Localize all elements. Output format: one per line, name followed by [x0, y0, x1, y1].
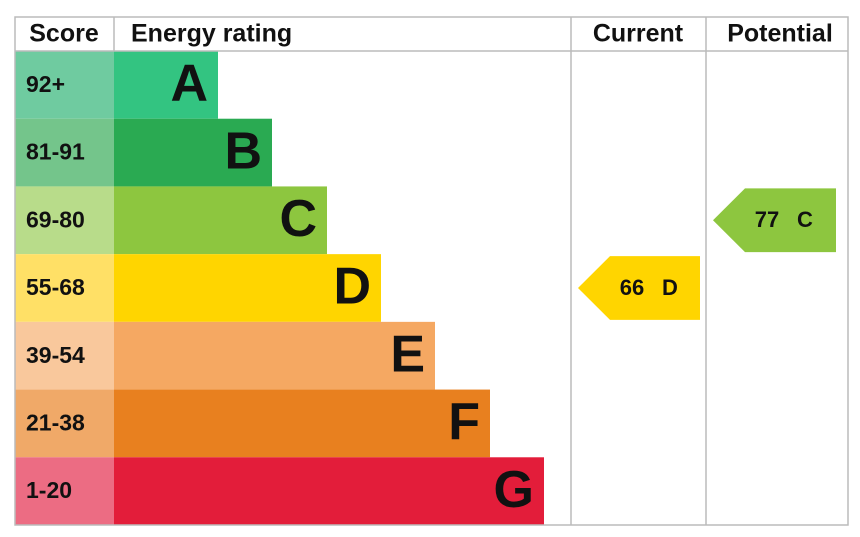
table-grid — [14, 16, 849, 526]
rating-bar — [114, 186, 327, 255]
band-letter: F — [448, 393, 480, 451]
band-letter: E — [390, 325, 425, 383]
rating-bar — [114, 118, 272, 187]
rating-bar — [114, 389, 490, 458]
header-current: Current — [593, 20, 684, 48]
header-score: Score — [29, 20, 99, 48]
table-border — [14, 16, 849, 526]
score-label: 69-80 — [26, 206, 85, 232]
band-letter: D — [333, 258, 371, 316]
rating-bar — [114, 321, 435, 390]
score-cell — [15, 118, 114, 187]
score-cell — [15, 321, 114, 390]
band-letter: C — [279, 190, 317, 248]
header-rating: Energy rating — [131, 20, 292, 48]
current-arrow — [578, 256, 700, 320]
band-letter: A — [170, 55, 208, 113]
score-label: 92+ — [26, 71, 65, 97]
rating-bar — [114, 457, 544, 525]
score-cell — [15, 389, 114, 458]
score-label: 1-20 — [26, 477, 72, 503]
current-letter: D — [662, 275, 678, 300]
score-cell — [15, 254, 114, 322]
score-label: 81-91 — [26, 139, 85, 165]
band-letter: B — [224, 122, 262, 180]
potential-value: 77 — [755, 207, 779, 232]
band-letter: G — [494, 461, 534, 519]
score-cell — [15, 186, 114, 255]
rating-bar — [114, 254, 381, 322]
score-label: 39-54 — [26, 342, 85, 368]
score-label: 21-38 — [26, 410, 85, 436]
score-cell — [15, 457, 114, 525]
rating-bar — [114, 51, 218, 119]
potential-letter: C — [797, 207, 813, 232]
current-value: 66 — [620, 275, 644, 300]
score-label: 55-68 — [26, 274, 85, 300]
potential-arrow — [713, 188, 836, 253]
score-cell — [15, 51, 114, 119]
header-potential: Potential — [727, 20, 833, 48]
